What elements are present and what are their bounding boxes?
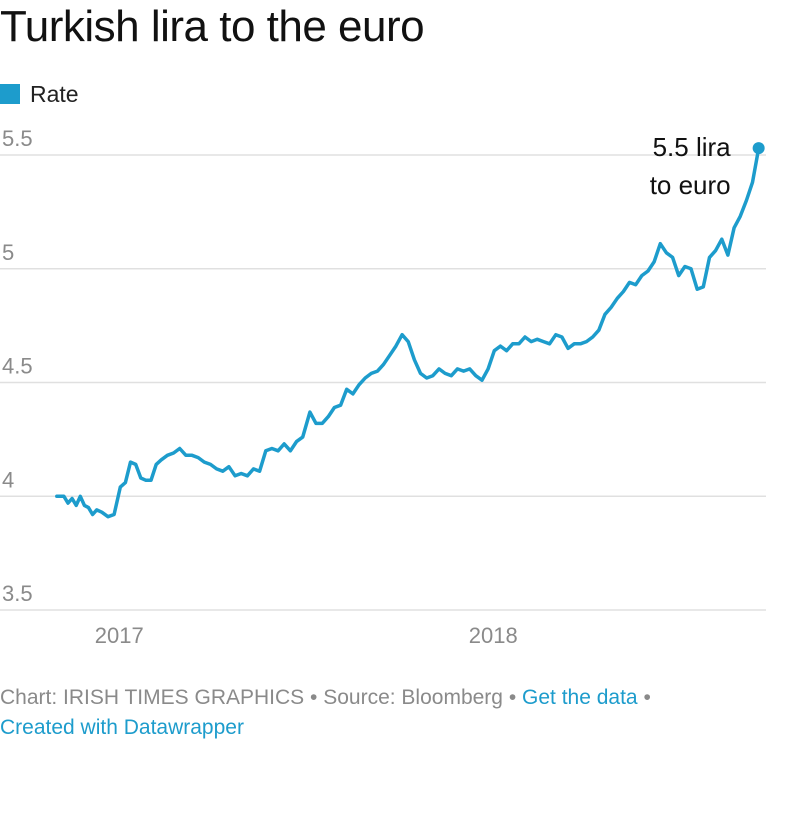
source-credit: Source: Bloomberg xyxy=(323,686,503,709)
x-tick-label: 2018 xyxy=(469,623,518,648)
footer-separator: • xyxy=(508,686,517,709)
y-tick-label: 4 xyxy=(2,467,14,492)
footer-separator: • xyxy=(643,686,651,709)
y-tick-label: 5 xyxy=(2,240,14,265)
chart-footer: Chart: IRISH TIMES GRAPHICS • Source: Bl… xyxy=(0,683,780,743)
footer-separator: • xyxy=(310,686,318,709)
x-tick-label: 2017 xyxy=(95,623,144,648)
chart-title: Turkish lira to the euro xyxy=(0,2,425,51)
y-tick-label: 5.5 xyxy=(2,126,33,151)
line-chart: 3.5 4 4.5 5 5.5 2017 2018 5.5 lira to euro xyxy=(0,126,766,648)
end-point-marker xyxy=(752,142,765,155)
series-line-rate xyxy=(55,146,761,519)
legend: Rate xyxy=(0,80,79,108)
datawrapper-link[interactable]: Created with Datawrapper xyxy=(0,716,244,739)
y-tick-label: 3.5 xyxy=(2,581,33,606)
legend-swatch xyxy=(0,84,20,104)
annotation-label: to euro xyxy=(650,170,731,200)
legend-label-rate: Rate xyxy=(30,80,79,107)
y-tick-label: 4.5 xyxy=(2,354,33,379)
chart-credit: Chart: IRISH TIMES GRAPHICS xyxy=(0,686,305,709)
get-the-data-link[interactable]: Get the data xyxy=(522,686,638,709)
annotation-label: 5.5 lira xyxy=(653,132,732,162)
